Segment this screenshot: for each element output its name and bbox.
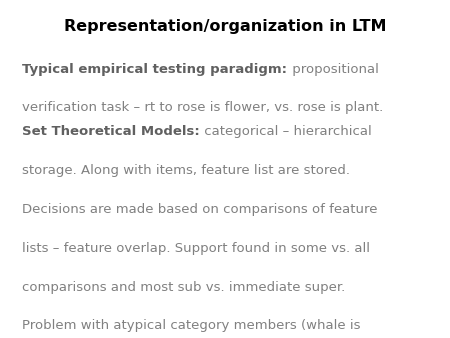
Text: storage. Along with items, feature list are stored.: storage. Along with items, feature list …: [22, 164, 351, 177]
Text: Set Theoretical Models:: Set Theoretical Models:: [22, 125, 200, 138]
Text: lists – feature overlap. Support found in some vs. all: lists – feature overlap. Support found i…: [22, 242, 370, 255]
Text: Problem with atypical category members (whale is: Problem with atypical category members (…: [22, 319, 361, 332]
Text: categorical – hierarchical: categorical – hierarchical: [200, 125, 372, 138]
Text: verification task – rt to rose is flower, vs. rose is plant.: verification task – rt to rose is flower…: [22, 101, 384, 114]
Text: comparisons and most sub vs. immediate super.: comparisons and most sub vs. immediate s…: [22, 281, 346, 293]
Text: Representation/organization in LTM: Representation/organization in LTM: [64, 19, 386, 33]
Text: Decisions are made based on comparisons of feature: Decisions are made based on comparisons …: [22, 203, 378, 216]
Text: Typical empirical testing paradigm:: Typical empirical testing paradigm:: [22, 63, 288, 75]
Text: propositional: propositional: [288, 63, 378, 75]
